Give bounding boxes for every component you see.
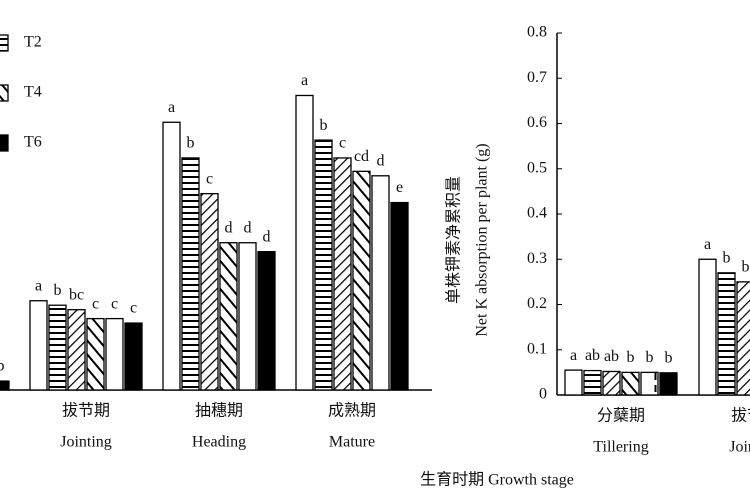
bar bbox=[621, 371, 640, 396]
significance-letter: a bbox=[168, 99, 175, 116]
legend-swatch bbox=[0, 134, 9, 152]
significance-letter: d bbox=[225, 219, 233, 236]
bar bbox=[67, 309, 86, 391]
x-tick-label: Jointing bbox=[60, 434, 112, 451]
bar bbox=[48, 304, 67, 391]
bar bbox=[640, 371, 659, 396]
bar bbox=[314, 139, 333, 391]
significance-letter: b bbox=[646, 349, 654, 366]
bar bbox=[86, 317, 105, 391]
bar bbox=[717, 272, 736, 396]
x-tick-label: 成熟期 bbox=[328, 402, 376, 420]
bar bbox=[238, 242, 257, 391]
bar bbox=[29, 300, 48, 391]
y-tick-label: 0.3 bbox=[527, 250, 547, 267]
bar bbox=[181, 157, 200, 391]
significance-letter: d bbox=[263, 228, 271, 245]
bar bbox=[390, 201, 409, 391]
y-tick-label: 0.7 bbox=[527, 69, 547, 86]
legend-swatch bbox=[0, 84, 9, 102]
significance-letter: c bbox=[339, 135, 346, 152]
bar bbox=[257, 251, 276, 391]
x-tick-label: 抽穗期 bbox=[195, 402, 243, 420]
significance-letter: e bbox=[396, 179, 403, 196]
legend-swatch bbox=[0, 34, 9, 52]
bar bbox=[162, 121, 181, 391]
significance-letter: a bbox=[704, 236, 711, 253]
significance-letter: c bbox=[111, 295, 118, 312]
bar bbox=[200, 192, 219, 391]
significance-letter: b bbox=[742, 259, 750, 276]
bar bbox=[124, 322, 143, 391]
significance-letter: bc bbox=[69, 286, 84, 303]
significance-letter: cd bbox=[354, 148, 369, 165]
significance-letter: ab bbox=[585, 347, 600, 364]
x-axis-title: 生育时期 Growth stage bbox=[420, 471, 574, 489]
significance-letter: d bbox=[244, 219, 252, 236]
significance-letter: b bbox=[627, 349, 635, 366]
significance-letter: ab bbox=[604, 348, 619, 365]
y-tick-label: 0.1 bbox=[527, 340, 547, 357]
y-tick-label: 0.2 bbox=[527, 295, 547, 312]
bar bbox=[371, 175, 390, 391]
legend-label: T2 bbox=[24, 34, 42, 51]
bar bbox=[352, 170, 371, 391]
y-tick-label: 0.6 bbox=[527, 114, 547, 131]
significance-letter: b bbox=[54, 282, 62, 299]
significance-letter: a bbox=[570, 347, 577, 364]
significance-letter: c bbox=[130, 300, 137, 317]
bar bbox=[333, 157, 352, 391]
significance-letter: c bbox=[92, 295, 99, 312]
x-tick-label: 拔节期 bbox=[731, 407, 750, 425]
bar bbox=[295, 94, 314, 391]
y-tick-label: 0.4 bbox=[527, 205, 547, 222]
y-tick-label: 0 bbox=[539, 386, 547, 403]
x-tick-label: Tillering bbox=[593, 439, 648, 456]
significance-letter: b bbox=[723, 249, 731, 266]
x-tick-label: Jointing bbox=[729, 439, 750, 456]
significance-letter: b bbox=[187, 135, 195, 152]
bar bbox=[564, 369, 583, 396]
bar bbox=[105, 317, 124, 391]
bar bbox=[583, 369, 602, 396]
bar bbox=[219, 242, 238, 391]
significance-letter: b bbox=[665, 349, 673, 366]
bar bbox=[602, 370, 621, 396]
x-tick-label: 拔节期 bbox=[62, 402, 110, 420]
x-tick-label: Heading bbox=[192, 434, 246, 451]
significance-letter: b bbox=[0, 358, 5, 375]
y-axis-title: Net K absorption per plant (g) bbox=[474, 143, 491, 336]
bar bbox=[659, 372, 678, 396]
significance-letter: a bbox=[35, 277, 42, 294]
bar bbox=[698, 258, 717, 396]
significance-letter: d bbox=[377, 152, 385, 169]
significance-letter: c bbox=[206, 170, 213, 187]
legend-label: T6 bbox=[24, 134, 42, 151]
bar bbox=[0, 380, 10, 391]
x-tick-label: Mature bbox=[329, 434, 375, 451]
significance-letter: b bbox=[320, 117, 328, 134]
y-tick-label: 0.5 bbox=[527, 159, 547, 176]
x-tick-label: 分蘖期 bbox=[597, 407, 645, 425]
y-axis-title: 单株钾素净累积量 bbox=[445, 176, 463, 304]
y-tick-label: 0.8 bbox=[527, 24, 547, 41]
significance-letter: a bbox=[301, 72, 308, 89]
legend-label: T4 bbox=[24, 84, 42, 101]
bar bbox=[736, 281, 750, 396]
